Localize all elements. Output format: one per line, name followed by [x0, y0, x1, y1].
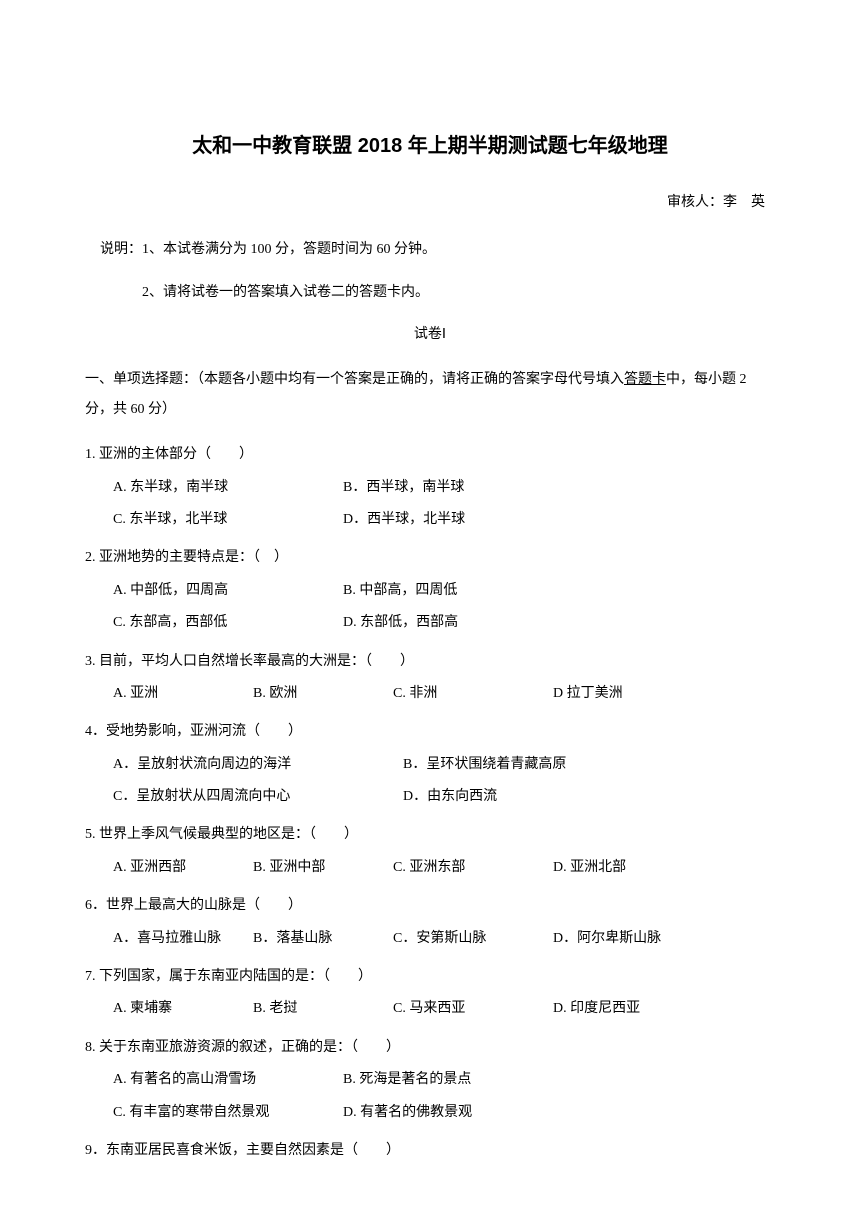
option: B. 死海是著名的景点: [343, 1069, 573, 1091]
question: 5. 世界上季风气候最典型的地区是：（ ） A. 亚洲西部B. 亚洲中部C. 亚洲…: [85, 824, 775, 879]
option: A. 有著名的高山滑雪场: [113, 1069, 343, 1091]
option-line: C. 东部高，西部低D. 东部低，西部高: [113, 612, 775, 634]
option-line: A. 中部低，四周高B. 中部高，四周低: [113, 580, 775, 602]
question-text: 1. 亚洲的主体部分（ ）: [85, 444, 775, 466]
option: D．阿尔卑斯山脉: [553, 928, 693, 950]
option: D 拉丁美洲: [553, 683, 693, 705]
option: A. 亚洲: [113, 683, 253, 705]
reviewer-line: 审核人：李 英: [85, 192, 775, 214]
option: D．西半球，北半球: [343, 509, 573, 531]
option-line: A．呈放射状流向周边的海洋B．呈环状围绕着青藏高原: [113, 754, 775, 776]
question-text: 5. 世界上季风气候最典型的地区是：（ ）: [85, 824, 775, 846]
option: C. 东半球，北半球: [113, 509, 343, 531]
question-text: 8. 关于东南亚旅游资源的叙述，正确的是：（ ）: [85, 1037, 775, 1059]
question-text: 2. 亚洲地势的主要特点是：（ ）: [85, 547, 775, 569]
option: D. 东部低，西部高: [343, 612, 573, 634]
option: B. 中部高，四周低: [343, 580, 573, 602]
section-header-part1: 一、单项选择题：（本题各小题中均有一个答案是正确的，请将正确的答案字母代号填入: [85, 372, 624, 387]
question-options: A. 柬埔寨B. 老挝C. 马来西亚D. 印度尼西亚: [85, 998, 775, 1020]
option: B．西半球，南半球: [343, 477, 573, 499]
question: 2. 亚洲地势的主要特点是：（ ）A. 中部低，四周高B. 中部高，四周低C. …: [85, 547, 775, 634]
question: 1. 亚洲的主体部分（ ）A. 东半球，南半球B．西半球，南半球C. 东半球，北…: [85, 444, 775, 531]
question-options: A. 有著名的高山滑雪场B. 死海是著名的景点C. 有丰富的寒带自然景观D. 有…: [85, 1069, 775, 1124]
option: A. 柬埔寨: [113, 998, 253, 1020]
question: 4．受地势影响，亚洲河流（ ） A．呈放射状流向周边的海洋B．呈环状围绕着青藏高原…: [85, 721, 775, 808]
section-header: 一、单项选择题：（本题各小题中均有一个答案是正确的，请将正确的答案字母代号填入答…: [85, 365, 775, 427]
option-line: A. 有著名的高山滑雪场B. 死海是著名的景点: [113, 1069, 775, 1091]
instructions: 说明：1、本试卷满分为 100 分，答题时间为 60 分钟。 2、请将试卷一的答…: [85, 239, 775, 304]
option: A. 东半球，南半球: [113, 477, 343, 499]
question-text: 9．东南亚居民喜食米饭，主要自然因素是（ ）: [85, 1140, 775, 1162]
question: 6．世界上最高大的山脉是（ ） A．喜马拉雅山脉B．落基山脉C．安第斯山脉D．阿尔…: [85, 895, 775, 950]
option: B. 亚洲中部: [253, 857, 393, 879]
question-options: A．呈放射状流向周边的海洋B．呈环状围绕着青藏高原C．呈放射状从四周流向中心D．…: [85, 754, 775, 809]
question-options: A. 东半球，南半球B．西半球，南半球C. 东半球，北半球D．西半球，北半球: [85, 477, 775, 532]
exam-title: 太和一中教育联盟 2018 年上期半期测试题七年级地理: [85, 130, 775, 162]
option-line: A. 柬埔寨B. 老挝C. 马来西亚D. 印度尼西亚: [113, 998, 775, 1020]
option: C. 有丰富的寒带自然景观: [113, 1102, 343, 1124]
question: 8. 关于东南亚旅游资源的叙述，正确的是：（ ） A. 有著名的高山滑雪场B. 死…: [85, 1037, 775, 1124]
option: B. 欧洲: [253, 683, 393, 705]
option: C. 亚洲东部: [393, 857, 553, 879]
option: C．呈放射状从四周流向中心: [113, 786, 403, 808]
option: C．安第斯山脉: [393, 928, 553, 950]
option-line: A. 东半球，南半球B．西半球，南半球: [113, 477, 775, 499]
option: B. 老挝: [253, 998, 393, 1020]
option: C. 非洲: [393, 683, 553, 705]
option: D．由东向西流: [403, 786, 497, 808]
option: C. 马来西亚: [393, 998, 553, 1020]
question-text: 3. 目前，平均人口自然增长率最高的大洲是：（ ）: [85, 651, 775, 673]
option: D. 印度尼西亚: [553, 998, 693, 1020]
option: A. 亚洲西部: [113, 857, 253, 879]
option: D. 亚洲北部: [553, 857, 693, 879]
option-line: A. 亚洲西部B. 亚洲中部C. 亚洲东部D. 亚洲北部: [113, 857, 775, 879]
instruction-1: 说明：1、本试卷满分为 100 分，答题时间为 60 分钟。: [100, 239, 775, 261]
option-line: A. 亚洲B. 欧洲C. 非洲D 拉丁美洲: [113, 683, 775, 705]
option-line: C. 东半球，北半球D．西半球，北半球: [113, 509, 775, 531]
option: A．呈放射状流向周边的海洋: [113, 754, 403, 776]
option-line: A．喜马拉雅山脉B．落基山脉C．安第斯山脉D．阿尔卑斯山脉: [113, 928, 775, 950]
option-line: C．呈放射状从四周流向中心D．由东向西流: [113, 786, 775, 808]
question: 3. 目前，平均人口自然增长率最高的大洲是：（ ） A. 亚洲B. 欧洲C. 非洲…: [85, 651, 775, 706]
questions-container: 1. 亚洲的主体部分（ ）A. 东半球，南半球B．西半球，南半球C. 东半球，北…: [85, 444, 775, 1162]
question-options: A. 亚洲B. 欧洲C. 非洲D 拉丁美洲: [85, 683, 775, 705]
option: B．落基山脉: [253, 928, 393, 950]
option: C. 东部高，西部低: [113, 612, 343, 634]
instruction-2: 2、请将试卷一的答案填入试卷二的答题卡内。: [100, 282, 775, 304]
question-options: A. 中部低，四周高B. 中部高，四周低C. 东部高，西部低D. 东部低，西部高: [85, 580, 775, 635]
question: 9．东南亚居民喜食米饭，主要自然因素是（ ）: [85, 1140, 775, 1162]
question-text: 4．受地势影响，亚洲河流（ ）: [85, 721, 775, 743]
option: A．喜马拉雅山脉: [113, 928, 253, 950]
question-options: A. 亚洲西部B. 亚洲中部C. 亚洲东部D. 亚洲北部: [85, 857, 775, 879]
section-header-underline: 答题卡: [624, 372, 666, 387]
option: D. 有著名的佛教景观: [343, 1102, 573, 1124]
paper-label: 试卷Ⅰ: [85, 324, 775, 346]
option: B．呈环状围绕着青藏高原: [403, 754, 566, 776]
question-text: 6．世界上最高大的山脉是（ ）: [85, 895, 775, 917]
question-options: A．喜马拉雅山脉B．落基山脉C．安第斯山脉D．阿尔卑斯山脉: [85, 928, 775, 950]
question: 7. 下列国家，属于东南亚内陆国的是：（ ） A. 柬埔寨B. 老挝C. 马来西亚…: [85, 966, 775, 1021]
option: A. 中部低，四周高: [113, 580, 343, 602]
option-line: C. 有丰富的寒带自然景观D. 有著名的佛教景观: [113, 1102, 775, 1124]
question-text: 7. 下列国家，属于东南亚内陆国的是：（ ）: [85, 966, 775, 988]
